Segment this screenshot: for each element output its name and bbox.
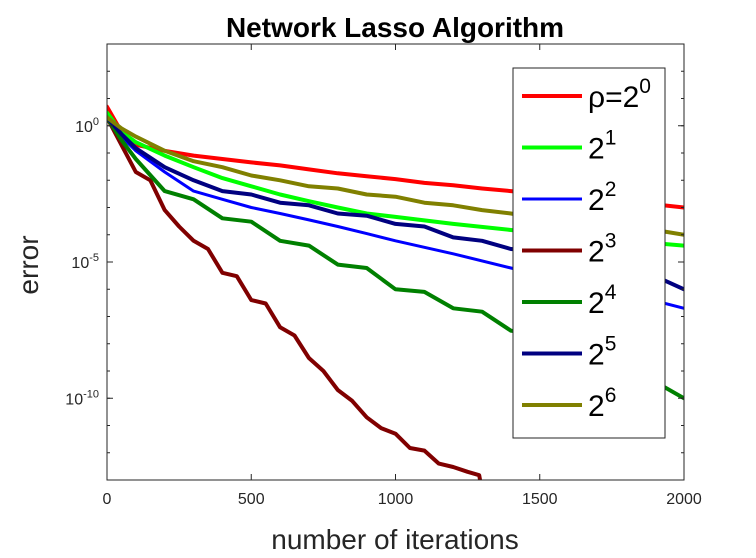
x-tick-label-4: 2000 <box>666 491 702 508</box>
legend-label-5: 25 <box>588 333 616 372</box>
legend-box <box>512 67 666 439</box>
y-tick-label-2: 10-10 <box>65 388 99 408</box>
legend-label-3: 23 <box>588 230 616 269</box>
legend-label-2: 22 <box>588 178 616 217</box>
plot-area <box>107 104 684 480</box>
legend-label-4: 24 <box>588 281 617 320</box>
x-axis-label: number of iterations <box>271 524 518 555</box>
x-tick-label-2: 1000 <box>378 491 414 508</box>
series-line-3 <box>107 115 483 480</box>
x-tick-label-1: 500 <box>238 491 265 508</box>
y-tick-label-0: 100 <box>75 116 99 136</box>
series-lines <box>107 104 684 480</box>
chart-title: Network Lasso Algorithm <box>226 12 564 43</box>
x-tick-label-0: 0 <box>103 491 112 508</box>
y-axis-label: error <box>13 235 44 294</box>
legend-label-0: ρ=20 <box>588 75 651 114</box>
y-tick-label-1: 10-5 <box>71 252 99 272</box>
x-tick-label-3: 1500 <box>522 491 558 508</box>
legend-label-6: 26 <box>588 384 616 423</box>
axes: 0 500 1000 1500 2000 100 10-5 10-10 <box>65 43 702 508</box>
legend: ρ=20 21 22 23 24 25 26 <box>512 67 666 439</box>
legend-label-1: 21 <box>588 127 616 166</box>
